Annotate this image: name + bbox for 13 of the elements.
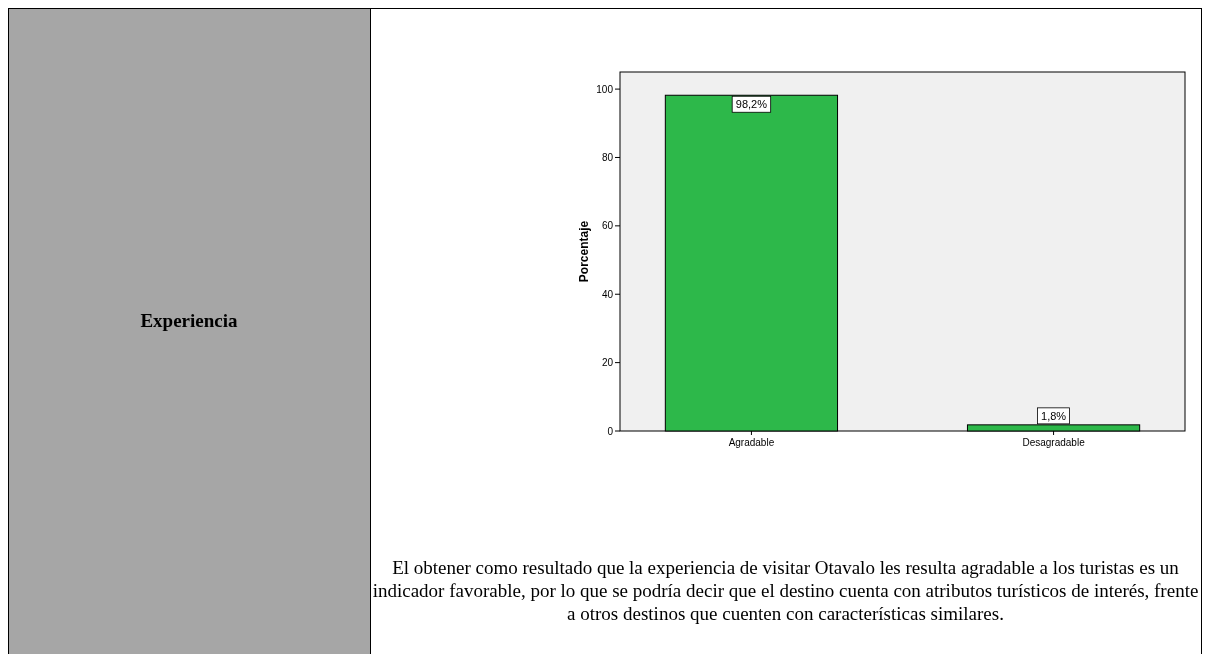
y-tick-label: 80 <box>601 151 614 163</box>
y-tick-label: 0 <box>607 425 614 437</box>
data-label: 98,2% <box>735 98 768 111</box>
y-axis-title: Porcentaje <box>577 220 591 283</box>
text: El obtener como resultado que la experiencia de visitar Otavalo les resulta agradable a los turistas es un indicador favorable, por lo que se podría decir que el destino cuenta con atributos turísticos de interés, frente a otros destinos que cuenten con características similares. <box>372 556 1199 625</box>
data-label: 1,8% <box>1041 409 1067 422</box>
text: Experiencia <box>140 310 239 331</box>
x-tick-label: Desagradable <box>1022 437 1086 448</box>
x-tick-label: Agradable <box>728 437 775 448</box>
y-tick-label: 20 <box>601 357 614 369</box>
y-tick-label: 100 <box>596 83 614 95</box>
y-tick-label: 60 <box>601 220 614 232</box>
y-tick-label: 40 <box>601 288 614 300</box>
